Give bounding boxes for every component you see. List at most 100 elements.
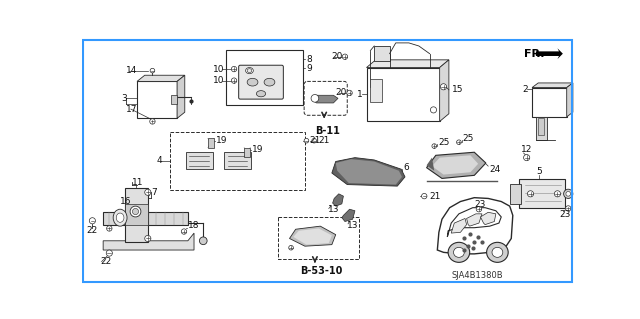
Ellipse shape (246, 68, 253, 74)
Polygon shape (312, 95, 338, 103)
Text: 14: 14 (126, 66, 138, 75)
Text: 10: 10 (212, 76, 224, 85)
Text: 23: 23 (559, 210, 570, 219)
FancyBboxPatch shape (532, 87, 566, 117)
Polygon shape (427, 158, 435, 171)
Ellipse shape (247, 78, 258, 86)
Polygon shape (532, 83, 573, 87)
Polygon shape (467, 214, 482, 226)
Ellipse shape (454, 247, 464, 257)
Circle shape (181, 229, 187, 234)
Text: 21: 21 (429, 192, 441, 201)
Circle shape (232, 78, 237, 83)
FancyBboxPatch shape (125, 204, 148, 226)
Text: FR.: FR. (524, 49, 545, 59)
Text: 22: 22 (87, 226, 98, 235)
Polygon shape (536, 48, 563, 59)
Text: 1: 1 (357, 90, 363, 99)
Text: 8: 8 (307, 55, 312, 63)
Circle shape (232, 66, 237, 72)
FancyBboxPatch shape (367, 68, 440, 122)
FancyBboxPatch shape (224, 152, 251, 169)
Text: 19: 19 (252, 145, 263, 154)
FancyBboxPatch shape (371, 79, 382, 102)
Circle shape (90, 218, 95, 224)
Circle shape (554, 191, 561, 197)
Circle shape (304, 138, 308, 143)
Circle shape (524, 154, 530, 161)
Text: B-53-10: B-53-10 (300, 266, 342, 276)
Text: 20: 20 (331, 52, 342, 61)
FancyBboxPatch shape (509, 184, 520, 204)
Text: 2: 2 (523, 85, 529, 93)
FancyBboxPatch shape (171, 95, 177, 105)
Polygon shape (447, 208, 501, 237)
Text: 25: 25 (438, 138, 449, 147)
Text: 18: 18 (188, 221, 200, 230)
Ellipse shape (257, 91, 266, 97)
Text: 23: 23 (474, 200, 486, 209)
FancyBboxPatch shape (538, 118, 545, 135)
Ellipse shape (200, 237, 207, 245)
FancyBboxPatch shape (374, 46, 390, 61)
Polygon shape (481, 212, 496, 225)
FancyBboxPatch shape (137, 81, 177, 118)
Text: 5: 5 (536, 167, 541, 176)
Circle shape (312, 138, 316, 143)
Text: 17: 17 (126, 105, 138, 114)
FancyBboxPatch shape (244, 148, 250, 157)
Text: B-11: B-11 (315, 126, 340, 136)
Text: 4: 4 (156, 156, 162, 165)
Circle shape (145, 235, 151, 241)
Ellipse shape (247, 69, 252, 72)
Text: 13: 13 (346, 221, 358, 230)
Ellipse shape (113, 209, 127, 226)
Text: 11: 11 (132, 178, 144, 187)
FancyBboxPatch shape (519, 179, 565, 208)
Polygon shape (451, 219, 467, 233)
Polygon shape (440, 60, 449, 122)
Ellipse shape (311, 94, 319, 102)
Text: 7: 7 (151, 188, 157, 197)
Text: 10: 10 (212, 64, 224, 74)
Polygon shape (332, 158, 405, 186)
Circle shape (456, 140, 461, 145)
FancyBboxPatch shape (304, 81, 348, 115)
Circle shape (347, 90, 352, 96)
FancyBboxPatch shape (278, 217, 359, 259)
Circle shape (432, 144, 436, 148)
FancyBboxPatch shape (227, 50, 303, 105)
Ellipse shape (313, 96, 317, 100)
Polygon shape (293, 228, 332, 245)
Ellipse shape (448, 242, 470, 262)
Polygon shape (566, 83, 573, 117)
Ellipse shape (486, 242, 508, 262)
Circle shape (106, 250, 113, 256)
Ellipse shape (431, 107, 436, 113)
Circle shape (145, 189, 151, 195)
Polygon shape (342, 209, 355, 221)
Polygon shape (432, 155, 478, 174)
Text: 19: 19 (216, 136, 227, 145)
Polygon shape (333, 194, 344, 206)
FancyBboxPatch shape (186, 152, 212, 169)
Polygon shape (427, 152, 486, 178)
Text: 21: 21 (318, 136, 330, 145)
Polygon shape (336, 159, 402, 185)
Circle shape (440, 84, 447, 90)
Text: 20: 20 (336, 88, 347, 97)
Circle shape (566, 206, 571, 211)
Circle shape (107, 226, 112, 231)
Text: 6: 6 (403, 163, 409, 172)
Circle shape (527, 191, 534, 197)
Ellipse shape (116, 213, 124, 222)
Circle shape (342, 54, 348, 59)
Polygon shape (289, 226, 336, 246)
Ellipse shape (264, 78, 275, 86)
Circle shape (422, 193, 427, 199)
Text: 9: 9 (307, 64, 312, 73)
Polygon shape (137, 75, 185, 81)
Polygon shape (367, 60, 449, 68)
Text: SJA4B1380B: SJA4B1380B (451, 271, 503, 280)
FancyBboxPatch shape (103, 211, 188, 226)
